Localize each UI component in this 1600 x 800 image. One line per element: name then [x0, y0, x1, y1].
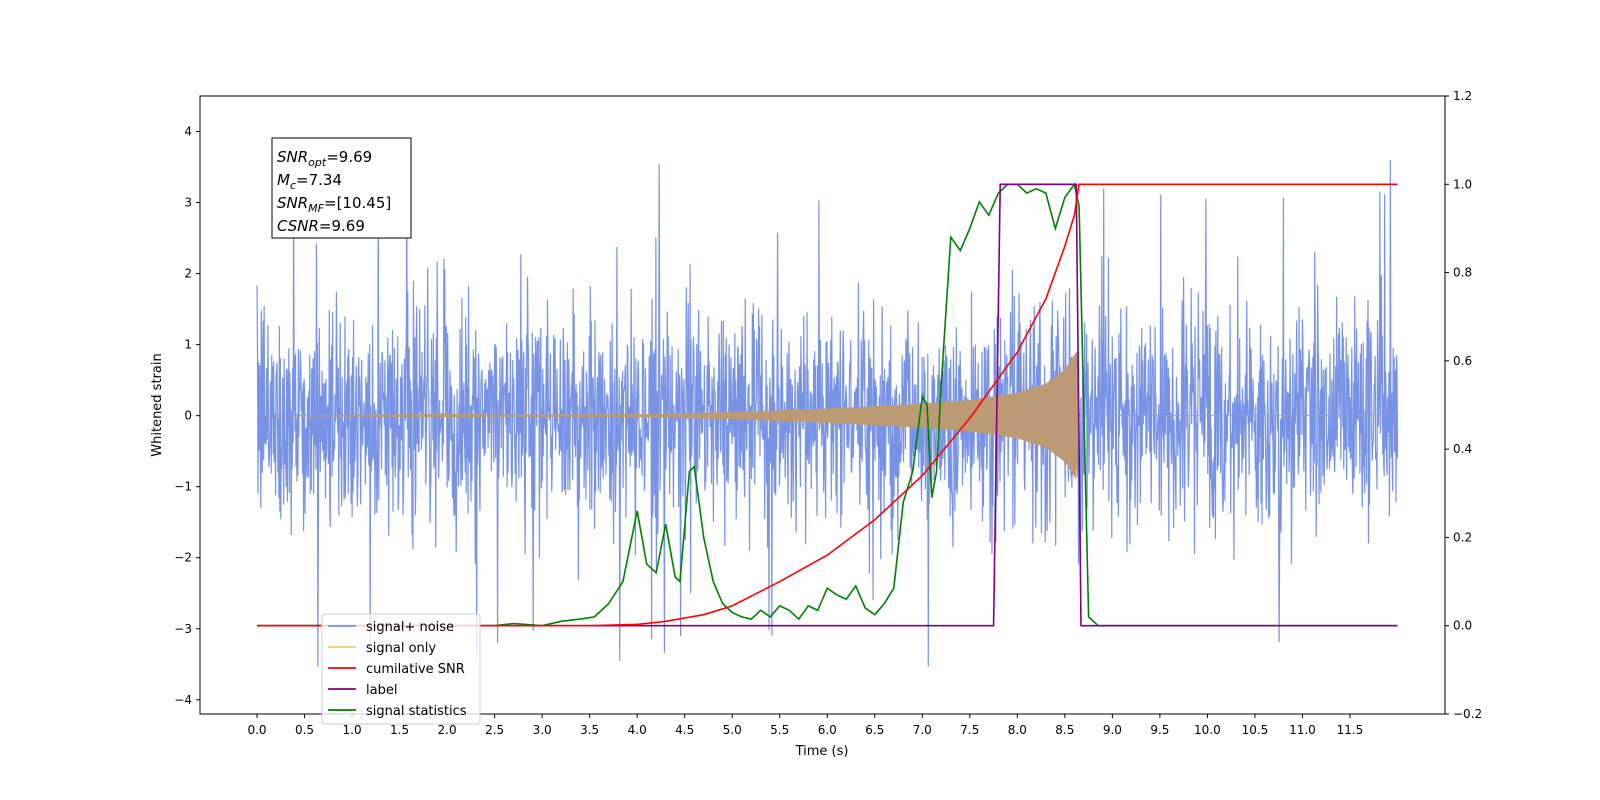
x-tick-label: 0.5	[295, 723, 314, 737]
line-label	[257, 183, 1398, 627]
x-tick-label: 5.0	[723, 723, 742, 737]
x-tick-label: 11.5	[1337, 723, 1364, 737]
annotation-line: CSNR=9.69	[277, 217, 365, 235]
x-tick-label: 10.5	[1242, 723, 1269, 737]
x-tick-label: 3.0	[533, 723, 552, 737]
x-tick-label: 2.5	[485, 723, 504, 737]
y-right-tick-label: 0.8	[1453, 266, 1472, 280]
y-left-tick-label: 1	[184, 338, 192, 352]
x-tick-label: 9.5	[1150, 723, 1169, 737]
legend-entry: signal only	[366, 641, 436, 656]
x-axis-label: Time (s)	[795, 744, 849, 759]
plot-frame	[199, 95, 1446, 715]
annotation-line: Mc=7.34	[277, 171, 342, 192]
line-signal-statistics	[257, 182, 1398, 627]
y-axis-label: Whitened strain	[150, 353, 165, 456]
y-left-tick-label: 2	[184, 267, 192, 281]
x-tick-label: 4.0	[628, 723, 647, 737]
y-right-tick-label: 0.4	[1453, 442, 1472, 456]
annotation-frame	[271, 137, 412, 239]
y-left-tick-label: −3	[174, 622, 192, 636]
y-left-tick-label: 4	[184, 125, 192, 139]
noise-line	[256, 160, 1399, 667]
y-left-tick-label: −4	[174, 693, 192, 707]
x-tick-label: 11.0	[1289, 723, 1316, 737]
legend: signal+ noise signal only cumilative SNR la…	[321, 613, 481, 725]
legend-frame	[321, 613, 481, 725]
x-tick-label: 4.5	[675, 723, 694, 737]
series-signal-noise	[256, 160, 1399, 667]
x-tick-label: 8.0	[1008, 723, 1027, 737]
legend-entry: label	[366, 683, 397, 698]
y-right-tick-label: 0.6	[1453, 354, 1472, 368]
legend-entry: cumilative SNR	[366, 662, 465, 677]
y-right-tick-label: 0.0	[1453, 619, 1472, 633]
legend-entry: signal+ noise	[366, 620, 454, 635]
y-left-tick-label: 3	[184, 196, 192, 210]
y-left-tick-label: 0	[184, 409, 192, 423]
legend-entry: signal statistics	[366, 704, 467, 719]
series-signal-only	[257, 352, 1398, 479]
y-left-tick-label: −1	[174, 480, 192, 494]
x-tick-label: 8.5	[1055, 723, 1074, 737]
y-right-tick-label: −0.2	[1453, 707, 1482, 721]
x-tick-label: 2.0	[438, 723, 457, 737]
x-tick-label: 0.0	[247, 723, 266, 737]
x-tick-label: 7.0	[913, 723, 932, 737]
x-tick-label: 1.5	[390, 723, 409, 737]
x-tick-label: 9.0	[1103, 723, 1122, 737]
x-tick-label: 5.5	[770, 723, 789, 737]
annotation-line: SNRopt=9.69	[277, 148, 372, 169]
y-left-tick-label: −2	[174, 551, 192, 565]
right-axis-series	[257, 182, 1398, 627]
x-tick-label: 1.0	[343, 723, 362, 737]
x-tick-label: 10.0	[1194, 723, 1221, 737]
line-cumilative-snr	[257, 183, 1398, 627]
y-right-tick-label: 0.2	[1453, 530, 1472, 544]
y-right-tick-label: 1.2	[1453, 89, 1472, 103]
x-tick-label: 6.0	[818, 723, 837, 737]
x-tick-label: 3.5	[580, 723, 599, 737]
annotation-line: SNRMF=[10.45]	[277, 194, 391, 215]
y-right-tick-label: 1.0	[1453, 177, 1472, 191]
axes: 0.0 0.5 1.0 1.5 2.0 2.5 3.0 3.5 4.0 4.5 5.0 5.5 6.0 6…	[174, 89, 1482, 737]
x-tick-label: 7.5	[960, 723, 979, 737]
x-tick-label: 6.5	[865, 723, 884, 737]
chirp-line	[257, 352, 1398, 479]
